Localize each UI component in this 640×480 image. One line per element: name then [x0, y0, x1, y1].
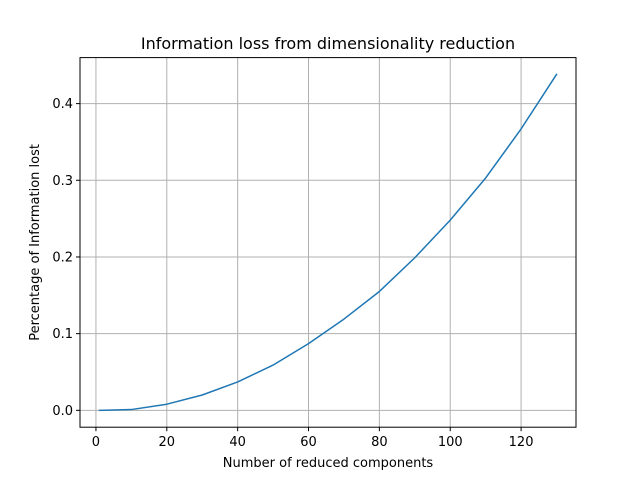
y-tick-label: 0.2 — [52, 250, 73, 265]
x-tick-label: 120 — [509, 435, 534, 450]
x-axis-label: Number of reduced components — [223, 456, 434, 471]
x-tick-label: 60 — [300, 435, 317, 450]
x-tick-label: 40 — [229, 435, 246, 450]
series-line — [98, 73, 558, 412]
axes-frame — [79, 57, 577, 428]
y-tick-label: 0.4 — [52, 97, 73, 112]
y-tick-label: 0.3 — [52, 174, 73, 189]
grid — [80, 57, 576, 428]
y-tick-label: 0.1 — [52, 327, 73, 342]
x-tick-label: 20 — [159, 435, 176, 450]
y-axis-label: Percentage of Information lost — [28, 144, 43, 341]
series-layer — [98, 73, 558, 412]
x-tick-label: 0 — [92, 435, 100, 450]
x-tick-label: 100 — [438, 435, 463, 450]
ticks: 0 20 40 60 80 100 120 0.0 0.1 0.2 0.3 0.4 — [52, 97, 533, 450]
chart-title: Information loss from dimensionality red… — [141, 34, 515, 53]
y-tick-label: 0.0 — [52, 404, 73, 419]
x-tick-label: 80 — [371, 435, 388, 450]
